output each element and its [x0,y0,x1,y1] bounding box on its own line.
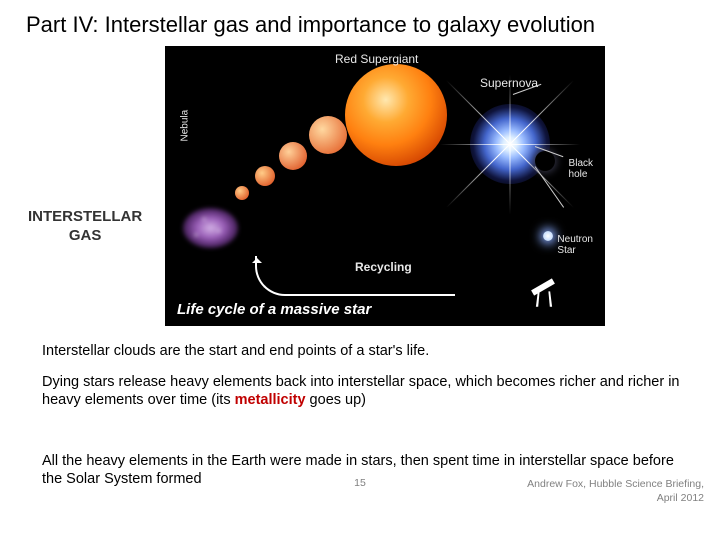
protostar-4 [309,116,347,154]
nebula-cloud [183,208,238,248]
red-supergiant [345,64,447,166]
paragraph-2-post: goes up) [306,392,366,408]
black-hole-label: Blackhole [569,158,593,180]
page-number: 15 [354,477,366,489]
neutron-star [543,231,553,241]
protostar-2 [255,166,275,186]
interstellar-gas-label: INTERSTELLARGAS [28,208,142,246]
supernova-label: Supernova [480,76,538,90]
metallicity-term: metallicity [235,392,306,408]
telescope-icon [527,276,557,306]
footer-date: April 2012 [657,492,704,504]
paragraph-2: Dying stars release heavy elements back … [42,373,690,409]
protostar-1 [235,186,249,200]
footer-author: Andrew Fox, Hubble Science Briefing, [527,478,704,490]
black-hole [535,151,555,171]
recycling-label: Recycling [355,260,412,274]
slide-title: Part IV: Interstellar gas and importance… [0,0,720,38]
protostar-3 [279,142,307,170]
nebula-label: Nebula [180,110,191,142]
lifecycle-caption: Life cycle of a massive star [177,301,371,318]
lifecycle-diagram: Nebula Red Supergiant Supernova Blackhol… [165,46,605,326]
paragraph-1: Interstellar clouds are the start and en… [42,342,690,360]
neutron-star-label: NeutronStar [557,234,593,256]
red-supergiant-label: Red Supergiant [335,52,418,66]
